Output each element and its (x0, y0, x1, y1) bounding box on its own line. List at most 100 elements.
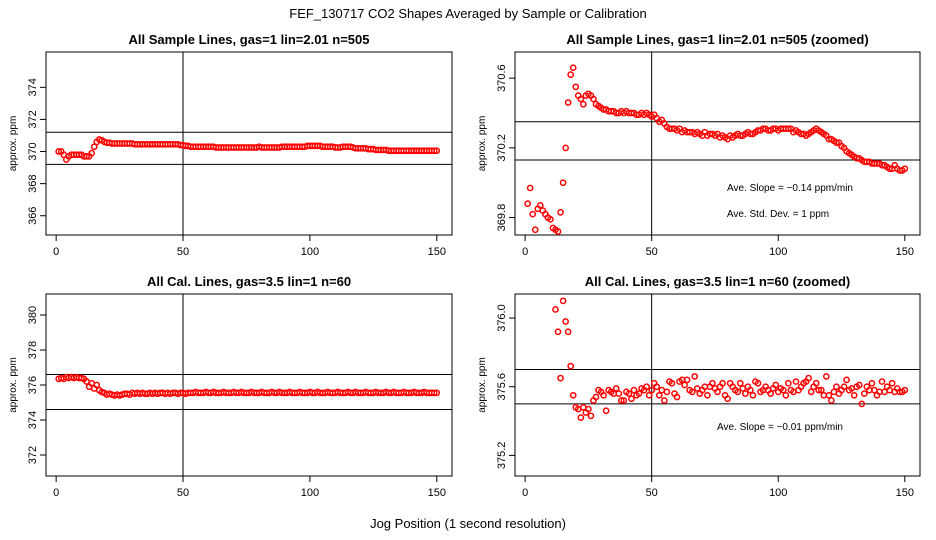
data-point (886, 165, 893, 173)
data-point (709, 379, 716, 387)
data-point (559, 179, 567, 187)
y-tick-label: 369.8 (496, 204, 508, 232)
panel-title: All Sample Lines, gas=1 lin=2.01 n=505 (129, 32, 370, 47)
plot-frame (45, 293, 453, 477)
data-point (782, 391, 790, 399)
data-point (741, 390, 749, 397)
data-point (683, 376, 691, 384)
data-point (433, 389, 441, 397)
data-point (577, 95, 585, 103)
panel-1: All Sample Lines, gas=1 lin=2.01 n=505 0 5… (8, 32, 453, 258)
y-axis-label: approx. ppm (8, 116, 19, 172)
y-tick-label: 370.2 (496, 134, 508, 162)
data-point (792, 378, 800, 385)
data-point (719, 379, 726, 387)
data-point (858, 400, 866, 408)
data-point (747, 386, 754, 394)
data-point (562, 144, 569, 152)
data-point (660, 397, 668, 404)
y-tick-label: 374 (27, 78, 39, 96)
data-point (822, 373, 830, 380)
y-tick-label: 378 (27, 341, 39, 359)
y-tick-label: 376 (27, 376, 39, 394)
data-point (663, 388, 671, 396)
data-point (572, 83, 580, 91)
y-tick-label: 376.0 (496, 304, 508, 332)
data-point (688, 388, 696, 396)
y-tick-label: 375.2 (496, 442, 508, 470)
data-point (817, 386, 825, 394)
data-point (772, 381, 780, 389)
data-point (868, 379, 876, 387)
x-tick-label: 50 (646, 487, 658, 499)
data-point (83, 152, 90, 160)
data-point (630, 386, 638, 394)
data-point (55, 148, 63, 155)
data-point (536, 202, 544, 209)
data-points (552, 297, 909, 421)
data-point (590, 95, 597, 103)
data-point (749, 391, 757, 399)
data-point (754, 379, 762, 387)
x-tick-label: 150 (896, 246, 914, 258)
data-point (785, 379, 792, 387)
plot-frame (514, 51, 921, 236)
data-point (724, 395, 731, 403)
y-tick-label: 370.6 (496, 64, 508, 92)
x-tick-label: 100 (769, 246, 787, 258)
data-point (901, 165, 909, 173)
data-point (547, 215, 554, 223)
y-axis-label: approx. ppm (477, 116, 488, 172)
x-tick-label: 0 (522, 487, 528, 499)
y-tick-label: 372 (27, 110, 39, 128)
data-point (554, 328, 562, 336)
data-point (843, 376, 850, 384)
data-point (557, 374, 564, 382)
x-tick-label: 100 (769, 487, 787, 499)
data-point (805, 374, 812, 382)
y-tick-label: 368 (27, 174, 39, 192)
data-point (825, 391, 833, 399)
plot-frame (45, 51, 453, 236)
data-point (564, 328, 572, 336)
data-point (635, 390, 643, 397)
data-point (840, 383, 848, 391)
data-point (655, 391, 663, 399)
data-points (55, 373, 441, 399)
data-point (620, 397, 628, 404)
data-point (714, 388, 721, 396)
data-point (615, 390, 623, 397)
y-tick-label: 375.6 (496, 373, 508, 401)
data-point (430, 389, 438, 397)
data-point (850, 391, 858, 399)
panel-title: All Cal. Lines, gas=3.5 lin=1 n=60 (147, 274, 351, 289)
y-axis-label: approx. ppm (477, 357, 488, 413)
data-point (734, 388, 742, 396)
y-tick-label: 366 (27, 207, 39, 225)
data-point (833, 383, 840, 391)
data-point (529, 210, 537, 218)
data-point (668, 379, 676, 387)
x-tick-label: 0 (53, 246, 59, 258)
figure-title: FEF_130717 CO2 Shapes Averaged by Sample… (289, 6, 647, 21)
data-point (433, 147, 441, 155)
data-point (704, 391, 711, 399)
data-point (815, 386, 823, 394)
data-point (587, 412, 595, 420)
x-tick-label: 50 (177, 246, 189, 258)
data-point (600, 391, 607, 399)
data-point (567, 362, 575, 370)
data-point (569, 64, 577, 72)
data-point (90, 143, 98, 151)
data-point (557, 208, 564, 216)
data-point (579, 100, 587, 108)
data-point (592, 393, 600, 401)
data-point (767, 390, 775, 397)
data-point (645, 391, 653, 399)
data-point (567, 71, 575, 79)
data-point (430, 147, 438, 155)
data-point (860, 390, 868, 397)
data-point (878, 378, 886, 385)
data-point (612, 385, 620, 392)
